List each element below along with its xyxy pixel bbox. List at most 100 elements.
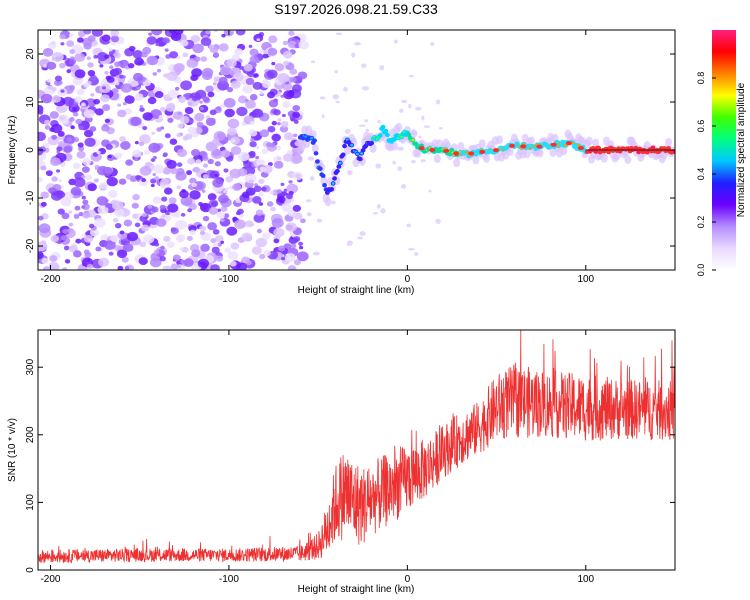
- heatmap-cell: [428, 189, 432, 193]
- heatmap-cell: [94, 218, 106, 228]
- heatmap-cell: [143, 149, 150, 155]
- snr-y-label: SNR (10 * v/v): [7, 418, 18, 482]
- heatmap-cell: [85, 174, 93, 181]
- heatmap-cell: [262, 80, 271, 89]
- heatmap-cell: [361, 63, 367, 68]
- heatmap-cell: [275, 145, 281, 151]
- heatmap-cell: [234, 48, 243, 56]
- heatmap-cell: [560, 146, 568, 156]
- heatmap-cell: [397, 146, 404, 151]
- heatmap-cell: [268, 99, 279, 108]
- heatmap-cell: [577, 146, 584, 151]
- heatmap-cell: [249, 94, 258, 101]
- heatmap-cell: [227, 118, 240, 129]
- heatmap-cell: [72, 112, 79, 117]
- heatmap-cell: [259, 166, 266, 172]
- heatmap-cell: [151, 206, 159, 213]
- heatmap-cell: [319, 96, 326, 100]
- heatmap-cell: [259, 91, 265, 95]
- heatmap-cell: [183, 258, 194, 267]
- heatmap-cell: [205, 85, 214, 93]
- y-tick-label: 200: [25, 426, 36, 443]
- heatmap-cell: [282, 40, 289, 46]
- heatmap-cell: [360, 152, 364, 155]
- heatmap-cell: [152, 155, 157, 160]
- heatmap-cell: [218, 76, 228, 85]
- heatmap-cell: [207, 193, 217, 201]
- heatmap-cell: [165, 103, 176, 112]
- heatmap-cell: [134, 158, 139, 162]
- heatmap-cell: [238, 213, 244, 218]
- heatmap-cell: [104, 202, 111, 208]
- heatmap-cell: [225, 176, 234, 183]
- heatmap-cell: [148, 142, 161, 153]
- heatmap-cell: [232, 183, 242, 191]
- heatmap-cell: [230, 146, 242, 155]
- heatmap-cell: [335, 100, 340, 104]
- heatmap-cell: [293, 236, 301, 242]
- heatmap-cell: [237, 208, 244, 215]
- heatmap-cell: [77, 142, 84, 148]
- heatmap-cell: [87, 35, 96, 42]
- heatmap-cell: [226, 87, 234, 93]
- heatmap-cell: [408, 103, 412, 109]
- heatmap-cell: [66, 69, 72, 74]
- heatmap-cell: [290, 117, 295, 122]
- snr-panel: -200 -100 0 100 0 100 200 300 Height of straig…: [7, 329, 676, 595]
- heatmap-cell: [74, 205, 81, 211]
- heatmap-cell: [205, 30, 211, 35]
- heatmap-cell: [212, 178, 224, 188]
- heatmap-cell: [292, 204, 302, 212]
- heatmap-cell: [123, 243, 134, 252]
- heatmap-cell: [179, 247, 184, 251]
- heatmap-cell: [200, 202, 212, 213]
- heatmap-cell: [307, 156, 315, 161]
- heatmap-cell: [383, 128, 389, 134]
- heatmap-cell: [75, 118, 83, 125]
- heatmap-cell: [106, 176, 118, 187]
- heatmap-cell: [298, 40, 309, 50]
- heatmap-cell: [64, 259, 71, 264]
- heatmap-cell: [393, 39, 398, 44]
- heatmap-cell: [87, 62, 94, 68]
- heatmap-cell: [253, 185, 262, 193]
- heatmap-cell: [423, 125, 431, 129]
- heatmap-cell: [479, 149, 486, 154]
- heatmap-cell: [508, 143, 515, 148]
- heatmap-cell: [180, 39, 189, 47]
- heatmap-cell: [408, 247, 415, 251]
- heatmap-cell: [255, 237, 268, 248]
- heatmap-cell: [150, 183, 155, 188]
- snr-series-line: [38, 330, 675, 564]
- heatmap-cell: [300, 218, 306, 224]
- heatmap-cell: [430, 41, 435, 46]
- heatmap-cell: [199, 225, 207, 232]
- heatmap-cell: [110, 234, 119, 243]
- heatmap-cell: [56, 169, 61, 173]
- y-tick-label: 10: [25, 96, 36, 108]
- heatmap-cell: [142, 125, 148, 131]
- heatmap-cell: [245, 99, 256, 109]
- heatmap-cell: [115, 49, 120, 53]
- heatmap-cell: [211, 246, 220, 254]
- heatmap-cell: [41, 257, 49, 264]
- heatmap-cell: [107, 154, 112, 159]
- colorbar: 0.0 0.2 0.4 0.6 0.8 Normalized spectral ampl…: [696, 30, 747, 276]
- heatmap-cell: [43, 266, 51, 270]
- heatmap-cell: [336, 164, 342, 169]
- heatmap-cell: [271, 120, 278, 126]
- heatmap-cell: [180, 196, 193, 207]
- heatmap-cell: [199, 230, 205, 236]
- heatmap-cell: [180, 116, 190, 124]
- heatmap-cell: [281, 202, 292, 212]
- heatmap-cell: [287, 209, 297, 217]
- heatmap-cell: [159, 256, 166, 262]
- heatmap-cell: [495, 135, 503, 145]
- heatmap-cell: [83, 234, 94, 243]
- heatmap-cell: [132, 149, 142, 158]
- heatmap-cell: [73, 250, 82, 258]
- y-tick-label: 300: [25, 358, 36, 375]
- heatmap-cell: [58, 179, 63, 183]
- heatmap-cell: [51, 191, 63, 201]
- heatmap-cell: [536, 148, 544, 158]
